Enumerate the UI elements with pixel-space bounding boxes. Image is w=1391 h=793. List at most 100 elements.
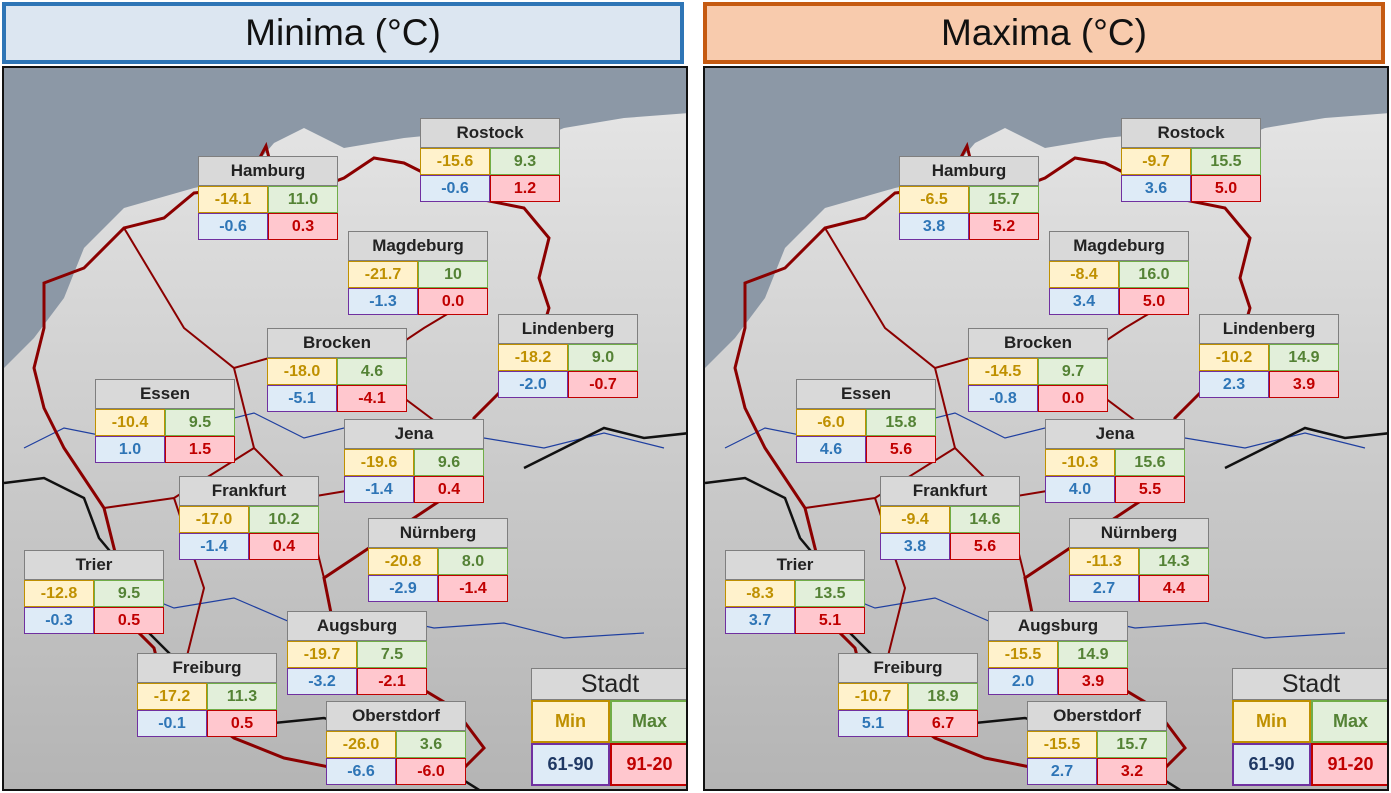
record-max-value: 11.0 <box>268 186 338 213</box>
record-max-value: 10 <box>418 261 488 288</box>
clim-max-value: 0.0 <box>1038 385 1108 412</box>
record-max-value: 15.8 <box>866 409 936 436</box>
station-essen: Essen -6.0 15.8 4.6 5.6 <box>796 379 936 463</box>
station-jena: Jena -10.3 15.6 4.0 5.5 <box>1045 419 1185 503</box>
legend-clim-max: 91-20 <box>610 743 686 786</box>
maxima-header: Maxima (°C) <box>703 2 1385 64</box>
station-freiburg: Freiburg -17.2 11.3 -0.1 0.5 <box>137 653 277 737</box>
station-name: Brocken <box>267 328 407 358</box>
clim-max-value: -4.1 <box>337 385 407 412</box>
station-name: Magdeburg <box>1049 231 1189 261</box>
station-nrnberg: Nürnberg -20.8 8.0 -2.9 -1.4 <box>368 518 508 602</box>
clim-max-value: 5.2 <box>969 213 1039 240</box>
record-min-value: -20.8 <box>368 548 438 575</box>
clim-min-value: -0.8 <box>968 385 1038 412</box>
record-min-value: -12.8 <box>24 580 94 607</box>
record-max-value: 18.9 <box>908 683 978 710</box>
legend-min: Min <box>1232 700 1311 743</box>
legend-title: Stadt <box>531 668 686 700</box>
clim-min-value: 3.8 <box>880 533 950 560</box>
clim-max-value: 0.3 <box>268 213 338 240</box>
station-name: Rostock <box>420 118 560 148</box>
station-name: Frankfurt <box>880 476 1020 506</box>
minima-map: Rostock -15.6 9.3 -0.6 1.2 Hamburg -14.1 11.0 -0… <box>2 66 688 791</box>
clim-min-value: 3.4 <box>1049 288 1119 315</box>
record-max-value: 16.0 <box>1119 261 1189 288</box>
record-max-value: 14.6 <box>950 506 1020 533</box>
clim-min-value: -5.1 <box>267 385 337 412</box>
station-freiburg: Freiburg -10.7 18.9 5.1 6.7 <box>838 653 978 737</box>
station-hamburg: Hamburg -14.1 11.0 -0.6 0.3 <box>198 156 338 240</box>
station-hamburg: Hamburg -6.5 15.7 3.8 5.2 <box>899 156 1039 240</box>
record-min-value: -15.5 <box>1027 731 1097 758</box>
station-augsburg: Augsburg -15.5 14.9 2.0 3.9 <box>988 611 1128 695</box>
station-name: Augsburg <box>988 611 1128 641</box>
station-name: Oberstdorf <box>1027 701 1167 731</box>
country-border <box>1224 426 1387 470</box>
maxima-panel: Maxima (°C) Rostock -9.7 15.5 3.6 5.0 Hamburg… <box>701 0 1391 793</box>
record-min-value: -15.6 <box>420 148 490 175</box>
record-max-value: 9.7 <box>1038 358 1108 385</box>
record-min-value: -9.4 <box>880 506 950 533</box>
legend-clim-max: 91-20 <box>1311 743 1387 786</box>
record-max-value: 9.5 <box>165 409 235 436</box>
record-min-value: -19.6 <box>344 449 414 476</box>
record-min-value: -10.7 <box>838 683 908 710</box>
station-name: Nürnberg <box>1069 518 1209 548</box>
record-min-value: -6.5 <box>899 186 969 213</box>
record-min-value: -8.3 <box>725 580 795 607</box>
record-min-value: -14.5 <box>968 358 1038 385</box>
record-min-value: -15.5 <box>988 641 1058 668</box>
clim-max-value: 6.7 <box>908 710 978 737</box>
station-frankfurt: Frankfurt -17.0 10.2 -1.4 0.4 <box>179 476 319 560</box>
clim-min-value: -1.3 <box>348 288 418 315</box>
record-max-value: 15.7 <box>969 186 1039 213</box>
record-min-value: -18.0 <box>267 358 337 385</box>
record-max-value: 8.0 <box>438 548 508 575</box>
clim-max-value: -2.1 <box>357 668 427 695</box>
maxima-legend: Stadt Min Max 61-90 91-20 <box>1232 668 1387 786</box>
clim-min-value: -0.1 <box>137 710 207 737</box>
station-lindenberg: Lindenberg -10.2 14.9 2.3 3.9 <box>1199 314 1339 398</box>
country-border <box>523 426 686 470</box>
record-max-value: 15.5 <box>1191 148 1261 175</box>
record-min-value: -6.0 <box>796 409 866 436</box>
clim-max-value: -1.4 <box>438 575 508 602</box>
station-name: Brocken <box>968 328 1108 358</box>
legend-clim-min: 61-90 <box>1232 743 1311 786</box>
record-min-value: -21.7 <box>348 261 418 288</box>
clim-min-value: 2.7 <box>1069 575 1139 602</box>
station-name: Freiburg <box>838 653 978 683</box>
minima-legend: Stadt Min Max 61-90 91-20 <box>531 668 686 786</box>
clim-min-value: 5.1 <box>838 710 908 737</box>
station-oberstdorf: Oberstdorf -15.5 15.7 2.7 3.2 <box>1027 701 1167 785</box>
record-max-value: 9.0 <box>568 344 638 371</box>
clim-max-value: 3.9 <box>1058 668 1128 695</box>
clim-max-value: 1.2 <box>490 175 560 202</box>
station-name: Jena <box>1045 419 1185 449</box>
station-rostock: Rostock -15.6 9.3 -0.6 1.2 <box>420 118 560 202</box>
record-min-value: -10.3 <box>1045 449 1115 476</box>
minima-panel: Minima (°C) Rostock -15.6 9.3 -0.6 1.2 Hambur… <box>0 0 690 793</box>
record-min-value: -26.0 <box>326 731 396 758</box>
clim-min-value: -2.9 <box>368 575 438 602</box>
clim-max-value: 5.6 <box>950 533 1020 560</box>
clim-min-value: 3.8 <box>899 213 969 240</box>
station-trier: Trier -12.8 9.5 -0.3 0.5 <box>24 550 164 634</box>
record-max-value: 9.5 <box>94 580 164 607</box>
station-name: Trier <box>24 550 164 580</box>
clim-max-value: 0.4 <box>414 476 484 503</box>
station-trier: Trier -8.3 13.5 3.7 5.1 <box>725 550 865 634</box>
minima-header: Minima (°C) <box>2 2 684 64</box>
record-min-value: -17.0 <box>179 506 249 533</box>
record-min-value: -9.7 <box>1121 148 1191 175</box>
record-max-value: 15.6 <box>1115 449 1185 476</box>
legend-title: Stadt <box>1232 668 1387 700</box>
clim-min-value: 4.0 <box>1045 476 1115 503</box>
record-max-value: 3.6 <box>396 731 466 758</box>
clim-min-value: -1.4 <box>179 533 249 560</box>
clim-min-value: -1.4 <box>344 476 414 503</box>
clim-max-value: 3.9 <box>1269 371 1339 398</box>
clim-max-value: 5.0 <box>1191 175 1261 202</box>
station-name: Frankfurt <box>179 476 319 506</box>
